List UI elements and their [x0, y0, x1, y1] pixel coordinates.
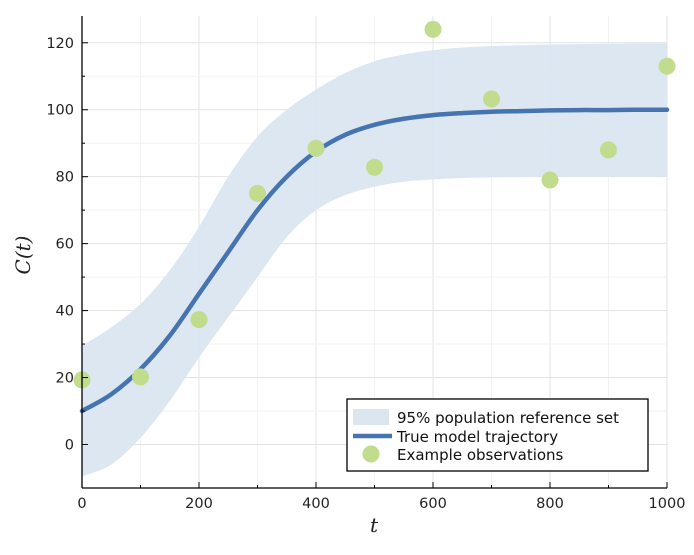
legend-scatter-swatch — [362, 445, 380, 463]
y-tick-label: 20 — [56, 371, 74, 387]
scatter-layer — [73, 20, 676, 389]
y-tick-label: 100 — [46, 103, 74, 119]
y-axis-label-text: C(t) — [11, 236, 35, 275]
legend-label-band: 95% population reference set — [397, 409, 619, 427]
y-axis-label: C(t) — [11, 236, 35, 275]
observation-point — [483, 90, 500, 108]
legend-box — [346, 398, 649, 472]
x-tick-label: 600 — [419, 496, 447, 512]
y-tick-label: 60 — [56, 237, 74, 253]
observation-point — [249, 184, 266, 202]
legend-band-swatch — [353, 409, 389, 425]
observation-point — [541, 171, 559, 189]
observation-point — [366, 158, 383, 176]
y-tick-label: 80 — [56, 170, 74, 186]
x-tick-label: 200 — [185, 496, 213, 512]
y-tick-label: 40 — [56, 304, 74, 320]
legend-label-scatter: Example observations — [397, 446, 564, 464]
x-tick-label: 1000 — [649, 496, 686, 512]
observation-point — [190, 311, 208, 329]
observation-point — [307, 139, 325, 157]
observation-point — [424, 20, 442, 38]
line-layer — [79, 107, 670, 414]
y-tick-label: 0 — [65, 437, 74, 453]
observation-point — [132, 368, 149, 386]
observation-point — [658, 57, 676, 75]
legend: 95% population reference set True model … — [346, 398, 649, 472]
legend-label-line: True model trajectory — [396, 428, 558, 446]
model-trajectory-line — [79, 107, 670, 414]
observation-point — [600, 141, 617, 159]
band-layer — [82, 43, 667, 477]
x-axis-label: t — [370, 513, 379, 537]
y-tick-label: 120 — [46, 36, 74, 52]
x-tick-label: 400 — [302, 496, 330, 512]
x-tick-label: 800 — [536, 496, 564, 512]
tick-labels: 0 200 400 600 800 1000 0 20 40 60 80 100 120 — [46, 36, 685, 512]
x-tick-label: 0 — [77, 496, 86, 512]
reference-band — [82, 43, 667, 477]
axes — [81, 16, 668, 489]
